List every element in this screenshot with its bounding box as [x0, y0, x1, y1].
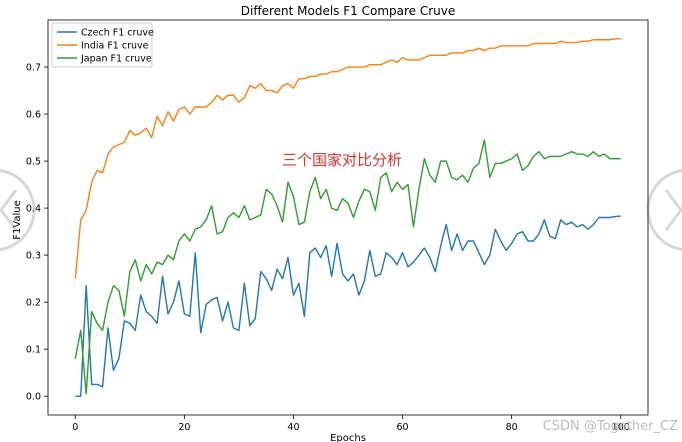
x-tick-label: 80: [506, 422, 518, 433]
prev-arrow-button[interactable]: [0, 168, 36, 252]
legend-label-india: India F1 cruve: [81, 41, 149, 52]
series-line-japan: [74, 139, 621, 395]
x-tick-label: 40: [287, 422, 299, 433]
series-line-india: [74, 38, 621, 279]
y-tick-label: 0.1: [26, 345, 41, 356]
chevron-left-icon: [0, 189, 18, 231]
y-tick-label: 0.3: [26, 251, 41, 262]
legend: Czech F1 cruve India F1 cruve Japan F1 c…: [51, 22, 154, 68]
legend-label-japan: Japan F1 cruve: [80, 54, 152, 65]
x-tick-label: 100: [612, 422, 630, 433]
y-tick-label: 0.5: [26, 157, 41, 168]
chart-annotation: 三个国家对比分析: [282, 151, 402, 169]
watermark: CSDN @Together_CZ: [543, 419, 678, 434]
legend-label-czech: Czech F1 cruve: [81, 28, 154, 39]
x-axis-label: Epochs: [330, 433, 366, 442]
series-line-czech: [75, 215, 621, 397]
plot-area: 0 20 40 60 80 100 0.0 0.1 0.2 0.3 0.4 0.5 0.6 0.7: [26, 19, 649, 433]
x-tick-label: 20: [178, 422, 190, 433]
y-axis-label: F1Value: [12, 200, 23, 240]
chevron-right-icon: [664, 189, 682, 231]
y-tick-label: 0.4: [26, 204, 41, 215]
chart-title: Different Models F1 Compare Cruve: [241, 4, 456, 18]
x-tick-label: 0: [72, 422, 78, 433]
y-tick-label: 0.2: [26, 298, 41, 309]
x-tick-label: 60: [396, 422, 408, 433]
y-tick-label: 0.0: [26, 392, 41, 403]
next-arrow-button[interactable]: [646, 168, 682, 252]
y-tick-label: 0.6: [26, 110, 41, 121]
legend-box: [51, 22, 153, 68]
y-tick-label: 0.7: [26, 63, 41, 74]
plot-frame: [47, 19, 649, 416]
